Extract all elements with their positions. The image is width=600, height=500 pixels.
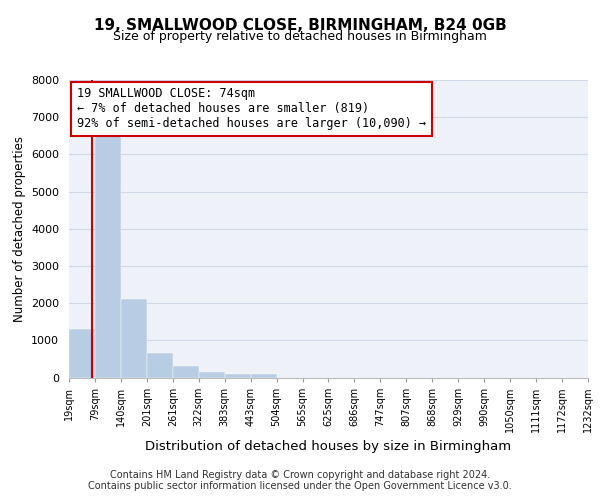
Bar [69,329,95,378]
Text: 19 SMALLWOOD CLOSE: 74sqm
← 7% of detached houses are smaller (819)
92% of semi-: 19 SMALLWOOD CLOSE: 74sqm ← 7% of detach… [77,88,426,130]
Bar [173,366,199,378]
Text: Size of property relative to detached houses in Birmingham: Size of property relative to detached ho… [113,30,487,43]
Bar [121,300,147,378]
Bar [199,372,224,378]
X-axis label: Distribution of detached houses by size in Birmingham: Distribution of detached houses by size … [145,440,512,454]
Text: Contains HM Land Registry data © Crown copyright and database right 2024.: Contains HM Land Registry data © Crown c… [110,470,490,480]
Text: 19, SMALLWOOD CLOSE, BIRMINGHAM, B24 0GB: 19, SMALLWOOD CLOSE, BIRMINGHAM, B24 0GB [94,18,506,32]
Y-axis label: Number of detached properties: Number of detached properties [13,136,26,322]
Bar [251,374,277,378]
Bar [95,132,121,378]
Text: Contains public sector information licensed under the Open Government Licence v3: Contains public sector information licen… [88,481,512,491]
Bar [147,354,173,378]
Bar [224,374,251,378]
